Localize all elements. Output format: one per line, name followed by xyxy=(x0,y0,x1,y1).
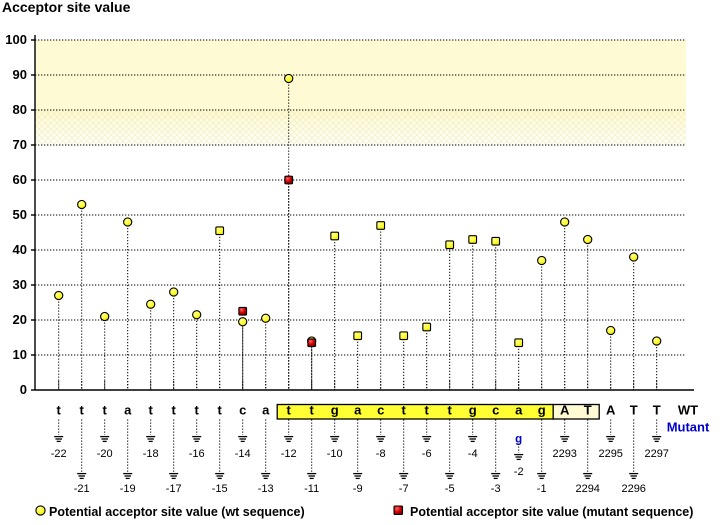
svg-text:T: T xyxy=(630,403,638,418)
svg-text:-20: -20 xyxy=(97,448,113,460)
svg-text:-11: -11 xyxy=(304,483,319,495)
svg-text:WT: WT xyxy=(678,403,698,418)
svg-text:2295: 2295 xyxy=(598,448,622,460)
svg-text:-4: -4 xyxy=(468,448,478,460)
svg-text:-13: -13 xyxy=(258,483,274,495)
svg-text:60: 60 xyxy=(13,172,27,187)
svg-text:a: a xyxy=(515,403,523,418)
svg-text:T: T xyxy=(584,403,592,418)
svg-text:c: c xyxy=(377,403,384,418)
svg-text:-10: -10 xyxy=(327,448,343,460)
svg-text:Acceptor site value: Acceptor site value xyxy=(2,0,131,15)
svg-text:Potential acceptor site value: Potential acceptor site value (mutant se… xyxy=(410,505,693,519)
svg-text:30: 30 xyxy=(13,277,27,292)
svg-text:g: g xyxy=(331,403,339,418)
svg-text:-15: -15 xyxy=(212,483,228,495)
svg-text:Potential acceptor site value: Potential acceptor site value (wt sequen… xyxy=(49,505,305,519)
svg-text:2296: 2296 xyxy=(621,483,645,495)
svg-text:t: t xyxy=(425,403,430,418)
svg-text:-17: -17 xyxy=(166,483,182,495)
svg-text:90: 90 xyxy=(13,67,27,82)
svg-text:T: T xyxy=(653,403,661,418)
svg-text:a: a xyxy=(262,403,270,418)
svg-text:20: 20 xyxy=(13,312,27,327)
svg-text:t: t xyxy=(402,403,407,418)
svg-text:-2: -2 xyxy=(514,466,524,478)
svg-text:c: c xyxy=(239,403,246,418)
svg-text:-22: -22 xyxy=(51,448,67,460)
svg-text:-7: -7 xyxy=(399,483,409,495)
svg-text:40: 40 xyxy=(13,242,27,257)
svg-text:-14: -14 xyxy=(235,448,251,460)
svg-text:t: t xyxy=(448,403,453,418)
svg-text:g: g xyxy=(469,403,477,418)
svg-text:a: a xyxy=(354,403,362,418)
svg-text:50: 50 xyxy=(13,207,27,222)
svg-text:-8: -8 xyxy=(376,448,386,460)
svg-text:t: t xyxy=(103,403,108,418)
svg-text:A: A xyxy=(606,403,616,418)
svg-text:-19: -19 xyxy=(120,483,136,495)
svg-text:-5: -5 xyxy=(445,483,455,495)
svg-text:-16: -16 xyxy=(189,448,205,460)
svg-text:-12: -12 xyxy=(281,448,297,460)
svg-text:2297: 2297 xyxy=(644,448,668,460)
svg-text:0: 0 xyxy=(20,382,27,397)
svg-text:g: g xyxy=(538,403,546,418)
svg-text:t: t xyxy=(310,403,315,418)
svg-text:10: 10 xyxy=(13,347,27,362)
svg-text:t: t xyxy=(149,403,154,418)
svg-text:-21: -21 xyxy=(74,483,90,495)
svg-text:A: A xyxy=(560,403,570,418)
svg-text:t: t xyxy=(80,403,85,418)
svg-text:80: 80 xyxy=(13,102,27,117)
svg-text:2293: 2293 xyxy=(552,448,576,460)
svg-text:t: t xyxy=(218,403,223,418)
svg-text:70: 70 xyxy=(13,137,27,152)
svg-text:2294: 2294 xyxy=(575,483,599,495)
svg-text:a: a xyxy=(124,403,132,418)
svg-text:c: c xyxy=(492,403,499,418)
svg-text:-3: -3 xyxy=(491,483,501,495)
svg-text:100: 100 xyxy=(5,32,27,47)
svg-text:-6: -6 xyxy=(422,448,432,460)
svg-text:Mutant: Mutant xyxy=(667,420,710,435)
svg-text:-9: -9 xyxy=(353,483,363,495)
svg-text:t: t xyxy=(57,403,62,418)
svg-text:-18: -18 xyxy=(143,448,159,460)
svg-text:t: t xyxy=(172,403,177,418)
svg-text:-1: -1 xyxy=(537,483,547,495)
svg-text:t: t xyxy=(287,403,292,418)
svg-text:t: t xyxy=(195,403,200,418)
